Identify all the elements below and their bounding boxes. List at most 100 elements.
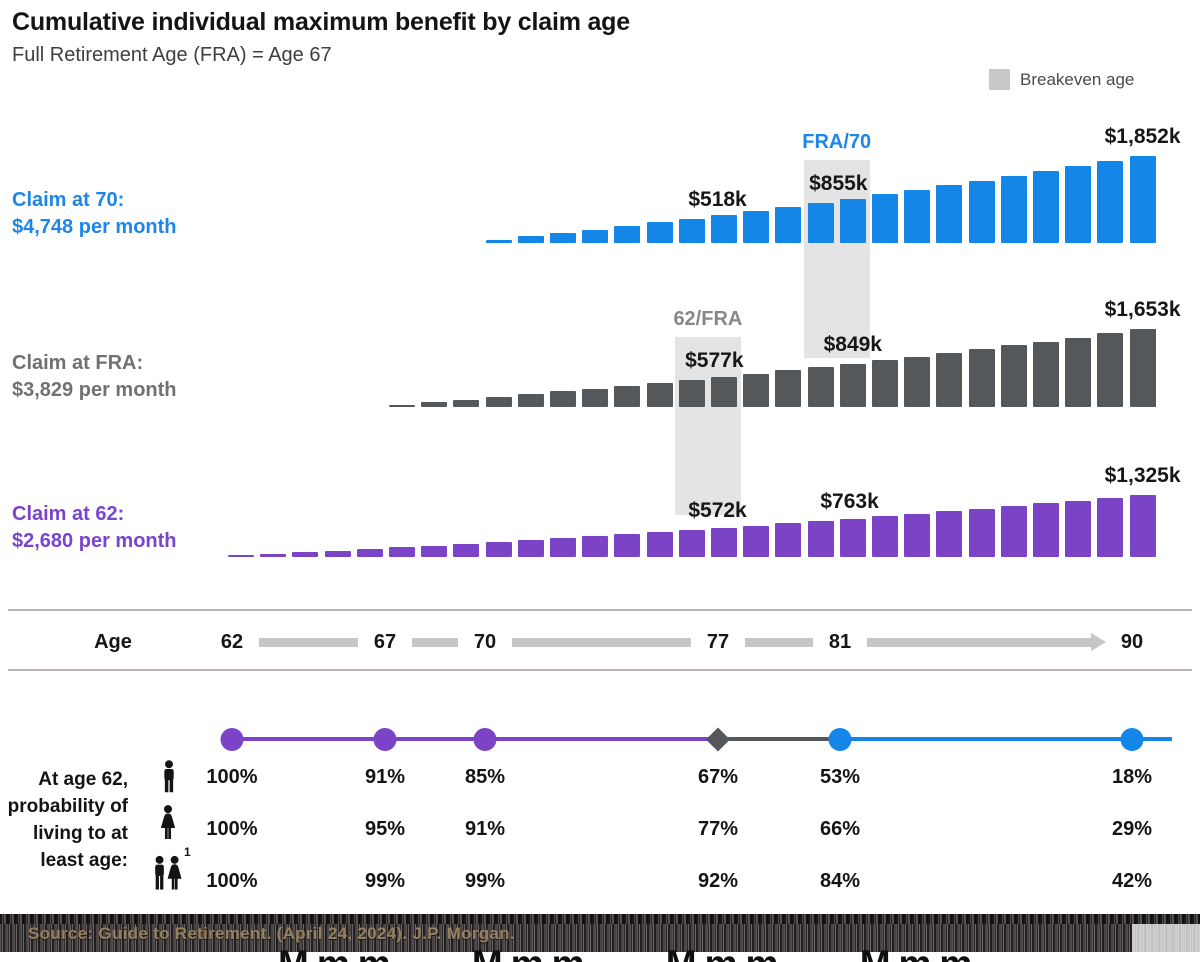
bar-70-age-83 bbox=[904, 190, 931, 243]
age-tick-62: 62 bbox=[220, 631, 244, 653]
value-annotation: $518k bbox=[688, 188, 747, 211]
bar-67-age-80 bbox=[807, 367, 834, 407]
bar-70-age-81 bbox=[839, 199, 866, 243]
timeline-circle-age-81 bbox=[828, 728, 852, 751]
age-axis-bottom-rule bbox=[8, 669, 1192, 671]
age-axis-top-rule bbox=[8, 609, 1192, 611]
probability-value: 53% bbox=[819, 766, 861, 788]
bar-70-age-86 bbox=[1000, 176, 1027, 243]
bar-62-age-64 bbox=[292, 552, 319, 557]
series-label-claim-62: Claim at 62: $2,680 per month bbox=[12, 501, 177, 555]
bar-62-age-83 bbox=[904, 514, 931, 557]
timeline-circle-age-67 bbox=[373, 728, 397, 751]
probability-value: 99% bbox=[364, 870, 406, 892]
bar-62-age-75 bbox=[646, 532, 673, 557]
age-axis-label: Age bbox=[94, 631, 132, 653]
value-annotation: $1,325k bbox=[1104, 464, 1181, 487]
bar-70-age-74 bbox=[614, 226, 641, 243]
bar-67-age-76 bbox=[678, 380, 705, 407]
bar-62-age-90 bbox=[1129, 495, 1156, 557]
age-connector bbox=[512, 638, 691, 647]
source-noise-strip bbox=[0, 914, 1200, 924]
woman-icon bbox=[160, 805, 176, 839]
bar-62-age-73 bbox=[582, 536, 609, 557]
bar-62-age-63 bbox=[260, 554, 287, 557]
timeline-circle-age-62 bbox=[220, 728, 244, 751]
bar-67-age-81 bbox=[839, 364, 866, 407]
bar-62-age-85 bbox=[968, 509, 995, 557]
series-label-line2: $3,829 per month bbox=[12, 379, 177, 401]
probability-value: 67% bbox=[697, 766, 739, 788]
bar-62-age-74 bbox=[614, 534, 641, 557]
breakeven-band-62-fra bbox=[674, 337, 741, 515]
breakeven-band-fra-70 bbox=[803, 160, 870, 358]
probability-value: 91% bbox=[364, 766, 406, 788]
breakeven-tag: FRA/70 bbox=[802, 131, 872, 153]
bar-67-age-78 bbox=[743, 374, 770, 407]
bar-67-age-72 bbox=[550, 391, 576, 407]
bar-67-age-82 bbox=[872, 360, 898, 407]
bar-62-age-67 bbox=[389, 547, 415, 557]
source-text: Source: Guide to Retirement. (April 24, … bbox=[28, 924, 515, 943]
probability-value: 95% bbox=[364, 818, 406, 840]
bar-70-age-87 bbox=[1033, 171, 1059, 243]
bar-62-age-79 bbox=[775, 523, 802, 557]
timeline-circle-age-70 bbox=[473, 728, 497, 751]
source-band-fade bbox=[1132, 924, 1200, 952]
bar-67-age-67 bbox=[389, 405, 415, 407]
series-label-claim-70: Claim at 70: $4,748 per month bbox=[12, 187, 177, 241]
bar-67-age-71 bbox=[517, 394, 544, 407]
probability-value: 92% bbox=[697, 870, 739, 892]
probability-value: 100% bbox=[206, 818, 258, 840]
bar-67-age-68 bbox=[421, 402, 448, 407]
bar-67-age-90 bbox=[1129, 329, 1156, 407]
probability-value: 18% bbox=[1111, 766, 1153, 788]
bar-62-age-77 bbox=[711, 528, 737, 557]
bar-62-age-84 bbox=[936, 511, 963, 557]
bar-62-age-69 bbox=[453, 544, 480, 557]
bar-62-age-68 bbox=[421, 546, 448, 557]
series-label-claim-fra: Claim at FRA: $3,829 per month bbox=[12, 350, 177, 404]
bar-62-age-78 bbox=[743, 526, 770, 557]
bar-70-age-77 bbox=[711, 215, 737, 243]
bar-70-age-80 bbox=[807, 203, 834, 243]
series-label-line2: $2,680 per month bbox=[12, 530, 177, 552]
bar-67-age-69 bbox=[453, 400, 480, 407]
age-tick-81: 81 bbox=[828, 631, 852, 653]
probability-value: 100% bbox=[206, 766, 258, 788]
bar-67-age-75 bbox=[646, 383, 673, 407]
value-annotation: $1,852k bbox=[1104, 125, 1181, 148]
probability-value: 29% bbox=[1111, 818, 1153, 840]
legend-breakeven: Breakeven age bbox=[989, 69, 1134, 90]
bar-67-age-79 bbox=[775, 370, 802, 407]
bar-67-age-85 bbox=[968, 349, 995, 407]
bar-70-age-89 bbox=[1097, 161, 1124, 243]
cropped-glyphs: Mmm Mmm Mmm Mmm bbox=[278, 949, 978, 962]
value-annotation: $849k bbox=[823, 333, 882, 356]
probability-value: 84% bbox=[819, 870, 861, 892]
age-tick-67: 67 bbox=[373, 631, 397, 653]
probability-value: 77% bbox=[697, 818, 739, 840]
man-icon bbox=[164, 760, 174, 793]
bar-70-age-72 bbox=[550, 233, 576, 243]
bar-62-age-81 bbox=[839, 519, 866, 557]
bar-62-age-62 bbox=[228, 555, 254, 557]
cropped-text-fragments: Mmm Mmm Mmm Mmm bbox=[278, 949, 978, 962]
age-connector bbox=[867, 638, 1091, 647]
bar-70-age-84 bbox=[936, 185, 963, 243]
couple-icon bbox=[155, 855, 182, 890]
bar-67-age-84 bbox=[936, 353, 963, 407]
bar-62-age-80 bbox=[807, 521, 834, 557]
age-tick-90: 90 bbox=[1120, 631, 1144, 653]
bar-70-age-76 bbox=[678, 219, 705, 243]
breakeven-swatch-icon bbox=[989, 69, 1010, 90]
bar-67-age-88 bbox=[1065, 338, 1092, 407]
probability-value: 99% bbox=[464, 870, 506, 892]
age-connector bbox=[259, 638, 358, 647]
age-arrow-head bbox=[1091, 633, 1106, 651]
value-annotation: $1,653k bbox=[1104, 298, 1181, 321]
bar-62-age-88 bbox=[1065, 501, 1092, 557]
value-annotation: $572k bbox=[688, 499, 747, 522]
chart-title: Cumulative individual maximum benefit by… bbox=[12, 8, 630, 36]
bar-62-age-86 bbox=[1000, 506, 1027, 557]
